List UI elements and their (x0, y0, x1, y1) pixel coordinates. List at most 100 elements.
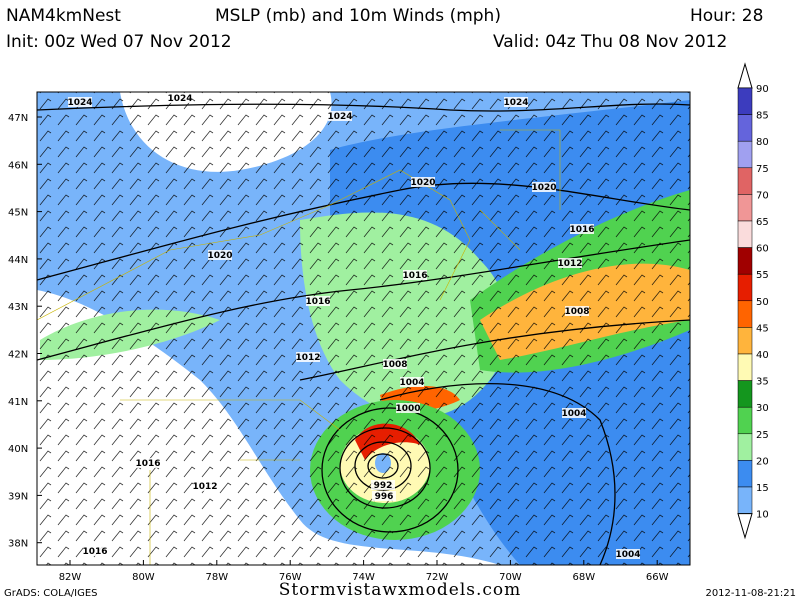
isobar-label: 1008 (382, 360, 407, 370)
isobar-label-bg (411, 177, 435, 187)
isobar-label-bg (371, 480, 395, 490)
model-name: NAM4kmNest (6, 6, 121, 26)
isobar-label: 1012 (557, 259, 582, 269)
isobar-label: 1024 (327, 112, 352, 122)
colorbar-label: 80 (756, 137, 769, 148)
latitude-label: 45N (8, 208, 28, 219)
isobar-label: 1012 (295, 353, 320, 363)
colorbar: 90 85 80 75 70 65 60 55 50 45 40 35 30 25 20 15 10 (737, 62, 769, 540)
isobar-label-bg (136, 458, 160, 468)
isobar-label-bg (168, 93, 192, 103)
latitude-label: 40N (8, 444, 28, 455)
isobar-label: 1020 (531, 183, 556, 193)
colorbar-label: 60 (756, 244, 769, 255)
colorbar-swatch (737, 273, 753, 302)
isobar-label: 1000 (395, 404, 420, 414)
isobar-label-bg (383, 359, 407, 369)
isobar-label-bg (562, 408, 586, 418)
longitude-label: 68W (572, 572, 595, 583)
colorbar-swatch (737, 460, 753, 488)
isobar-label-bg (616, 549, 640, 559)
longitude-label: 76W (279, 572, 302, 583)
colorbar-label: 65 (756, 217, 769, 228)
latitude-label: 42N (8, 350, 28, 361)
valid-time: Valid: 04z Thu 08 Nov 2012 (493, 32, 727, 52)
colorbar-swatch (737, 380, 753, 408)
isobar-label-bg (558, 258, 582, 268)
isobar-label-bg (504, 97, 528, 107)
coordinate-labels: 47N 46N 45N 44N 43N 42N 41N 40N 39N 38N 82W 80W 78W 7… (8, 113, 669, 583)
colorbar-label: 45 (756, 323, 769, 334)
isobar-label: 1016 (305, 297, 330, 307)
latitude-label: 38N (8, 539, 28, 550)
isobar-label: 1016 (135, 459, 160, 469)
colorbar-swatch (737, 87, 753, 115)
latitude-label: 39N (8, 491, 28, 502)
isobar-label-bg (68, 97, 92, 107)
colorbar-label: 85 (756, 111, 769, 122)
isobar-label-bg (193, 481, 217, 491)
isobar-label-bg (328, 111, 352, 121)
isobar-label: 1024 (167, 94, 192, 104)
longitude-label: 72W (426, 572, 449, 583)
latitude-label: 46N (8, 160, 28, 171)
colorbar-label: 20 (756, 456, 769, 467)
colorbar-swatch (737, 247, 753, 275)
isobar-label-bg (208, 250, 232, 260)
footer-credit: GrADS: COLA/IGES (4, 588, 98, 599)
isobar-label-bg (372, 491, 396, 501)
latitude-label: 44N (8, 255, 28, 266)
colorbar-label: 25 (756, 430, 769, 441)
isobar-label-bg (532, 182, 556, 192)
colorbar-label: 40 (756, 350, 769, 361)
isobar-label: 1016 (402, 271, 427, 281)
colorbar-swatch (737, 220, 753, 248)
colorbar-swatch (737, 140, 753, 169)
isobar-label: 1004 (561, 409, 586, 419)
colorbar-label: 15 (756, 483, 769, 494)
wind-barbs (37, 92, 690, 565)
isobar-label: 1012 (192, 482, 217, 492)
map-area (37, 92, 690, 565)
isobar-label-bg (570, 224, 594, 234)
colorbar-swatch (737, 300, 753, 328)
isobar-label-bg (83, 546, 107, 556)
colorbar-label: 50 (756, 297, 769, 308)
isobar-label: 1016 (569, 225, 594, 235)
colorbar-swatch (737, 167, 753, 195)
longitude-label: 74W (352, 572, 375, 583)
isobar-label: 1020 (410, 178, 435, 188)
latitude-label: 41N (8, 397, 28, 408)
isobar-label: 1020 (207, 251, 232, 261)
colorbar-swatch (737, 114, 753, 142)
colorbar-arrow (737, 513, 753, 540)
latitude-label: 43N (8, 302, 28, 313)
colorbar-swatch (737, 486, 753, 514)
map-title: MSLP (mb) and 10m Winds (mph) (215, 6, 501, 26)
colorbar-label: 35 (756, 377, 769, 388)
isobar-labels: 1024 1024 1024 1024 1020 1020 1016 1020 1016 1012… (67, 93, 641, 560)
isobar-label-bg (565, 306, 589, 316)
colorbar-swatch (737, 353, 753, 381)
colorbar-swatch (737, 327, 753, 355)
isobar-label: 996 (375, 492, 394, 502)
forecast-hour: Hour: 28 (690, 6, 763, 26)
colorbar-arrow (737, 62, 753, 89)
isobar-label: 1004 (399, 378, 424, 388)
isobar-label: 992 (374, 481, 393, 491)
colorbar-swatch (737, 406, 753, 435)
state-borders (37, 129, 561, 565)
colorbar-label: 70 (756, 190, 769, 201)
footer-website: Stormvistawxmodels.com (279, 580, 522, 600)
isobar-label-bg (396, 403, 420, 413)
isobar-label-bg (296, 352, 320, 362)
colorbar-label: 30 (756, 403, 769, 414)
longitude-label: 70W (499, 572, 522, 583)
init-time: Init: 00z Wed 07 Nov 2012 (6, 32, 232, 52)
colorbar-label: 75 (756, 164, 769, 175)
isobar-label: 1004 (615, 550, 640, 560)
colorbar-label: 90 (756, 84, 769, 95)
colorbar-swatch (737, 433, 753, 461)
latitude-label: 47N (8, 113, 28, 124)
